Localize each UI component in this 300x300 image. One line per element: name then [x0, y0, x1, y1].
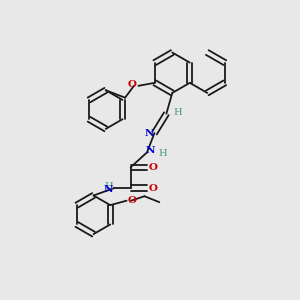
Text: N: N [103, 185, 113, 194]
Text: O: O [148, 184, 158, 193]
Text: N: N [145, 146, 155, 154]
Text: O: O [127, 196, 136, 205]
Text: O: O [128, 80, 137, 89]
Text: H: H [174, 108, 182, 117]
Text: H: H [158, 149, 167, 158]
Text: N: N [144, 129, 154, 138]
Text: O: O [148, 163, 158, 172]
Text: H: H [104, 182, 113, 191]
